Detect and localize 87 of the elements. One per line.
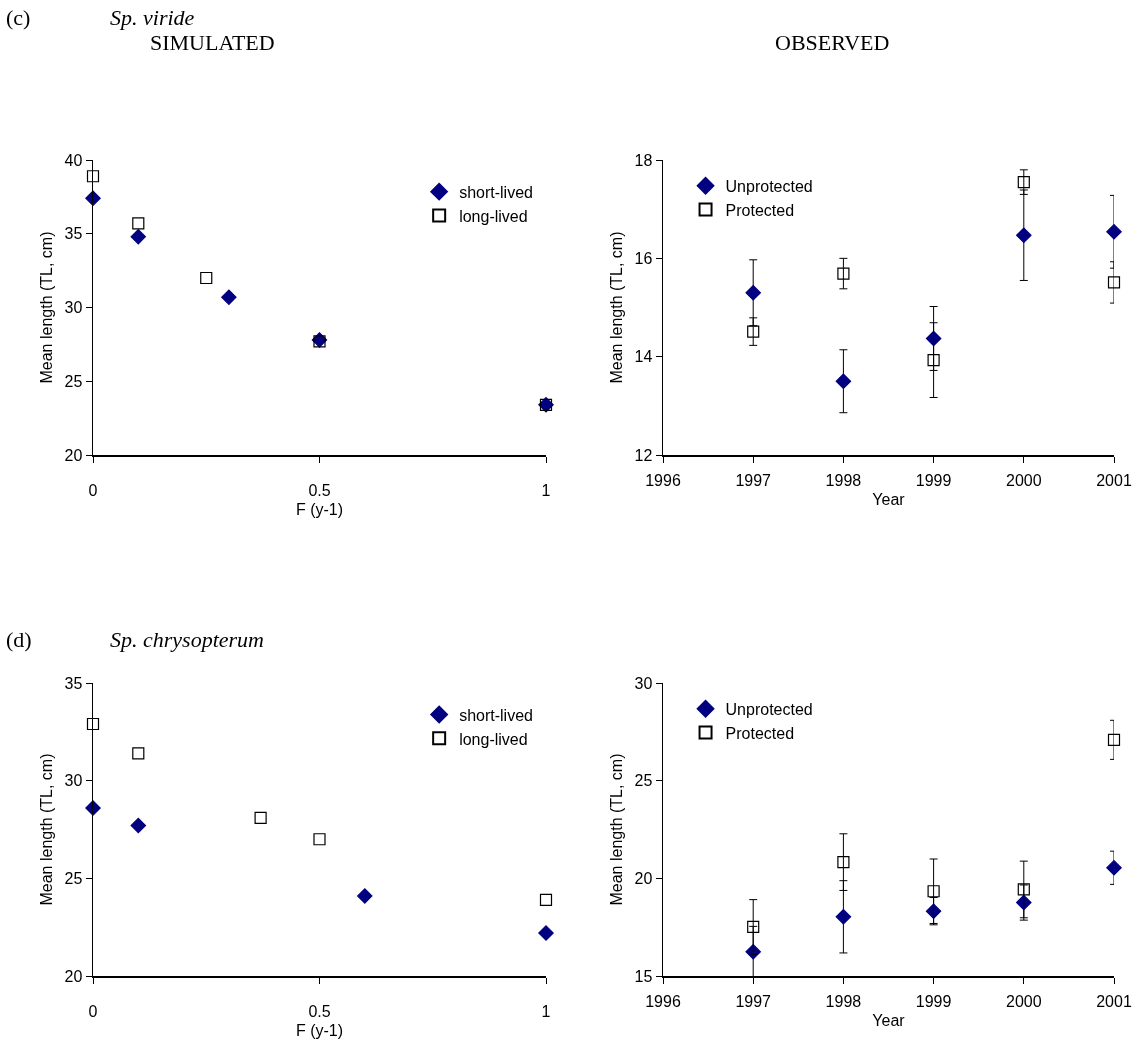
y-tick-label: 40 <box>64 151 83 169</box>
text: Sp. chrysopterum <box>110 627 264 653</box>
y-axis-title: Mean length (TL, cm) <box>37 753 55 906</box>
legend-label: long-lived <box>459 207 528 225</box>
y-tick-label: 15 <box>634 967 653 985</box>
point <box>132 747 145 760</box>
text: Sp. viride <box>110 5 195 31</box>
y-tick-label: 16 <box>634 249 653 267</box>
point <box>1107 276 1121 289</box>
x-tick-label: 1996 <box>645 471 681 489</box>
x-tick-label: 2000 <box>1006 992 1042 1010</box>
x-tick-label: 2001 <box>1096 992 1132 1010</box>
y-tick-label: 14 <box>634 348 653 366</box>
legend-label: Unprotected <box>725 700 813 718</box>
point <box>835 373 852 389</box>
y-tick-label: 30 <box>64 772 83 790</box>
point <box>313 833 326 846</box>
chart-title: OBSERVED <box>775 30 890 56</box>
y-tick-label: 30 <box>64 299 83 317</box>
y-tick-label: 35 <box>64 674 83 692</box>
x-tick-label: 0 <box>88 481 98 499</box>
point <box>1106 224 1122 240</box>
point <box>132 217 145 230</box>
point <box>927 354 940 367</box>
x-tick-label: 1 <box>541 481 551 499</box>
x-tick-label: 1996 <box>645 992 681 1010</box>
y-tick-label: 12 <box>634 446 653 464</box>
point <box>1016 227 1032 243</box>
point <box>221 289 237 305</box>
point <box>745 285 761 301</box>
legend-label: Unprotected <box>725 177 813 195</box>
point <box>130 817 147 834</box>
legend-label: Protected <box>725 201 795 219</box>
point <box>1106 860 1122 876</box>
text: (c) <box>6 5 31 31</box>
point <box>357 888 373 904</box>
point <box>1017 883 1030 896</box>
legend-label: Protected <box>725 724 795 742</box>
point <box>538 925 554 941</box>
legend-label: short-lived <box>459 183 533 201</box>
x-axis-title: Year <box>872 491 906 509</box>
chart-title: SIMULATED <box>150 30 275 56</box>
x-tick-label: 1999 <box>915 992 952 1010</box>
point <box>837 856 850 869</box>
point <box>835 909 852 925</box>
point <box>85 800 101 816</box>
x-tick-label: 1997 <box>735 471 772 489</box>
legend-label: long-lived <box>459 730 528 748</box>
y-tick-label: 30 <box>634 674 653 692</box>
point <box>130 228 147 245</box>
x-axis-title: F (y-1) <box>295 501 344 519</box>
y-tick-label: 18 <box>634 151 653 169</box>
point <box>1107 733 1121 746</box>
x-tick-label: 0.5 <box>308 1002 331 1020</box>
text: (d) <box>6 627 32 653</box>
y-tick-label: 20 <box>64 967 83 985</box>
y-axis-title: Mean length (TL, cm) <box>37 231 55 384</box>
point <box>254 811 267 824</box>
x-axis-title: F (y-1) <box>295 1022 344 1040</box>
x-tick-label: 1 <box>541 1002 551 1020</box>
y-tick-label: 35 <box>64 225 83 243</box>
point <box>539 893 553 906</box>
point <box>86 717 100 731</box>
point <box>927 885 940 898</box>
x-tick-label: 1998 <box>825 992 862 1010</box>
y-tick-label: 25 <box>64 372 83 390</box>
y-axis-title: Mean length (TL, cm) <box>607 231 625 384</box>
point <box>1017 176 1030 189</box>
point <box>837 267 850 280</box>
x-tick-label: 2001 <box>1096 471 1132 489</box>
x-tick-label: 2000 <box>1006 471 1042 489</box>
x-tick-label: 0.5 <box>308 481 331 499</box>
y-tick-label: 25 <box>64 869 83 887</box>
y-tick-label: 25 <box>634 772 653 790</box>
x-tick-label: 1997 <box>735 992 772 1010</box>
point <box>200 271 213 285</box>
point <box>747 920 760 934</box>
x-axis-title: Year <box>872 1012 906 1030</box>
point <box>747 325 760 338</box>
y-axis-title: Mean length (TL, cm) <box>607 753 625 906</box>
x-tick-label: 1999 <box>915 471 952 489</box>
x-tick-label: 0 <box>88 1002 98 1020</box>
y-tick-label: 20 <box>64 446 83 464</box>
point <box>86 170 100 183</box>
y-tick-label: 20 <box>634 869 653 887</box>
legend-label: short-lived <box>459 706 533 724</box>
x-tick-label: 1998 <box>825 471 862 489</box>
